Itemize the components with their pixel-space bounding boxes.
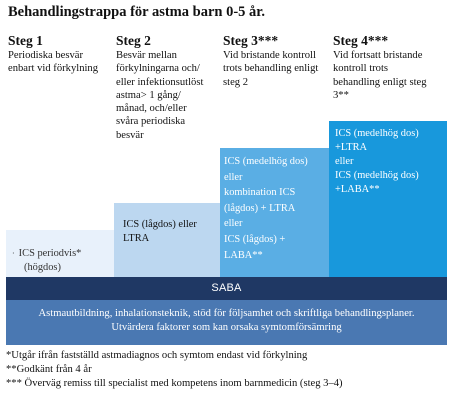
step-4-treatment-line: +LABA**	[335, 184, 380, 195]
step-4-treatment-line: ICS (medelhög dos)	[335, 170, 419, 181]
step-2-treatment-line: ICS (lågdos) eller	[123, 219, 197, 230]
step-3-desc-line: trots behandling enligt	[223, 63, 319, 75]
step-3-desc-line: Vid bristande kontroll	[223, 50, 316, 61]
step-4-treatment-line: ICS (medelhög dos)	[335, 128, 419, 139]
education-line: Utvärdera faktorer som kan orsaka symtom…	[111, 321, 342, 333]
page-title: Behandlingstrappa för astma barn 0-5 år.	[8, 4, 266, 20]
step-2-desc-line: besvär	[116, 129, 144, 141]
step-3-treatment-line: (lågdos) + LTRA	[224, 202, 296, 214]
step-4-desc-line: Vid fortsatt bristande	[333, 50, 423, 61]
step-2-desc-line: månad, och/eller	[116, 103, 187, 115]
step-3-treatment-line: kombination ICS	[224, 187, 296, 199]
step-3-treatment-line: LABA**	[224, 249, 263, 261]
step-1-heading: Steg 1	[8, 33, 43, 48]
step-3-treatment-line: ICS (lågdos) +	[224, 233, 286, 245]
step-2-description: Besvär mellan förkylningarna och/ eller …	[116, 49, 222, 142]
step-4-desc-line: behandling enligt steg	[333, 76, 427, 88]
step-4-treatment-line: eller	[335, 156, 354, 167]
step-4-heading: Steg 4***	[333, 33, 389, 48]
step-1-treatment-line: · ICS periodvis*	[12, 248, 82, 259]
step-1-treatment-box: · ICS periodvis* (högdos)	[6, 230, 114, 277]
step-1-treatment-line: (högdos)	[24, 261, 61, 273]
step-3-description: Vid bristande kontroll trots behandling …	[223, 49, 333, 89]
step-4-treatment-box: ICS (medelhög dos) +LTRA eller ICS (mede…	[329, 121, 447, 277]
step-1-desc-line: Periodiska besvär	[8, 50, 84, 61]
footnote-2: **Godkänt från 4 år	[6, 364, 92, 375]
step-4-desc-line: kontroll trots	[333, 63, 389, 75]
step-2-desc-line: svåra periodiska	[116, 116, 186, 128]
step-2-desc-line: astma> 1 gång/	[116, 89, 181, 101]
footnote-1: *Utgår ifrån fastställd astmadiagnos och…	[6, 350, 308, 361]
step-3-treatment-line: eller	[224, 218, 243, 230]
education-line: Astmautbildning, inhalationsteknik, stöd…	[38, 308, 415, 319]
footnote-3: *** Överväg remiss till specialist med k…	[6, 378, 343, 389]
step-1-desc-line: enbart vid förkylning	[8, 63, 99, 75]
step-3-heading: Steg 3***	[223, 33, 279, 48]
step-2-desc-line: eller infektionsutlöst	[116, 76, 204, 88]
step-4-description: Vid fortsatt bristande kontroll trots be…	[333, 49, 447, 102]
step-2-treatment-line: LTRA	[123, 232, 150, 244]
step-3-treatment-line: eller	[224, 171, 243, 183]
step-1-description: Periodiska besvär enbart vid förkylning	[8, 49, 116, 76]
step-4-treatment-line: +LTRA	[335, 142, 368, 153]
step-2-desc-line: förkylningarna och/	[116, 63, 200, 75]
education-bar: Astmautbildning, inhalationsteknik, stöd…	[6, 300, 447, 345]
step-3-treatment-box: ICS (medelhög dos) eller kombination ICS…	[220, 148, 329, 277]
step-2-heading: Steg 2	[116, 33, 151, 48]
step-3-desc-line: steg 2	[223, 76, 249, 88]
step-3-treatment-line: ICS (medelhög dos)	[224, 156, 308, 167]
step-2-treatment-box: ICS (lågdos) eller LTRA	[114, 203, 220, 277]
saba-bar: SABA	[6, 277, 447, 300]
step-4-desc-line: 3**	[333, 89, 349, 101]
step-2-desc-line: Besvär mellan	[116, 50, 177, 61]
